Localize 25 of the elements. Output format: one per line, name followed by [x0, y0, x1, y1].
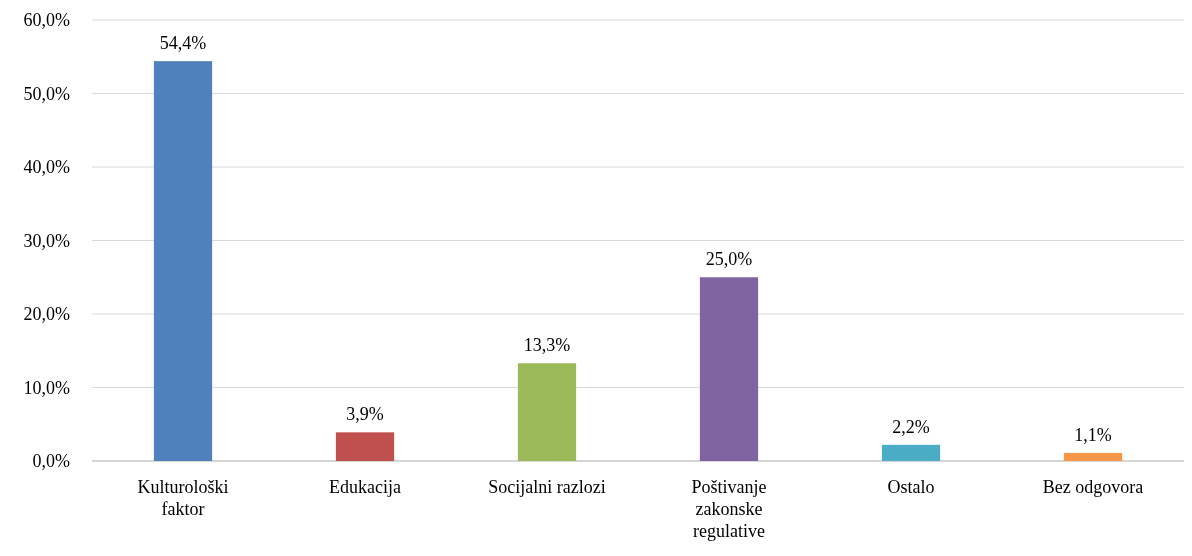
- x-tick-label: Kulturološki faktor: [137, 477, 229, 519]
- bar: [699, 277, 759, 461]
- x-tick-label: Socijalni razlozi: [488, 477, 606, 497]
- y-tick-label: 20,0%: [23, 304, 70, 325]
- bar: [881, 444, 941, 461]
- x-tick-label: Ostalo: [887, 477, 935, 497]
- data-label: 25,0%: [705, 249, 753, 270]
- y-tick-label: 10,0%: [23, 377, 70, 398]
- data-label: 54,4%: [159, 33, 207, 54]
- data-label: 2,2%: [892, 416, 930, 437]
- x-tick-label: Poštivanje zakonske regulative: [691, 477, 767, 541]
- bar: [517, 363, 577, 461]
- y-tick-label: 50,0%: [23, 83, 70, 104]
- bar: [335, 432, 395, 461]
- data-label: 13,3%: [523, 335, 571, 356]
- data-label: 1,1%: [1074, 424, 1112, 445]
- y-tick-label: 30,0%: [23, 230, 70, 251]
- x-tick-label: Bez odgovora: [1042, 477, 1144, 497]
- y-tick-label: 40,0%: [23, 157, 70, 178]
- bar: [1063, 452, 1123, 461]
- y-tick-label: 60,0%: [23, 10, 70, 31]
- y-tick-label: 0,0%: [32, 451, 70, 472]
- data-label: 3,9%: [346, 404, 384, 425]
- bar: [153, 61, 213, 461]
- x-tick-label: Edukacija: [329, 477, 401, 497]
